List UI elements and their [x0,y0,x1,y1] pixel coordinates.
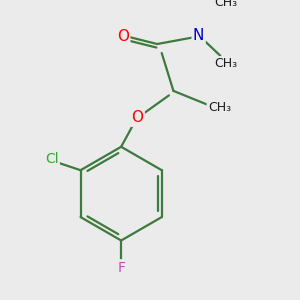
Text: F: F [117,261,125,274]
Text: N: N [193,28,204,43]
Text: Cl: Cl [45,152,58,167]
Text: O: O [117,29,129,44]
Text: CH₃: CH₃ [214,57,237,70]
Text: CH₃: CH₃ [208,100,231,114]
Text: CH₃: CH₃ [214,0,237,9]
Text: O: O [131,110,143,125]
